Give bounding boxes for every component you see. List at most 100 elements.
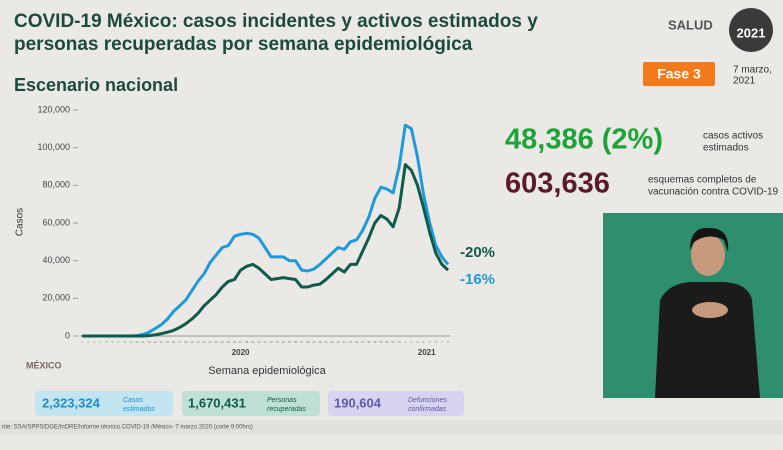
x-tick-label: 20 — [196, 340, 200, 344]
series-line — [82, 163, 450, 338]
footer-bar — [0, 420, 783, 434]
y-tick-label: 0 — [65, 330, 70, 340]
interpreter-hands — [692, 302, 728, 318]
x-tick-label: 15 — [166, 340, 170, 344]
x-tick-label: 33 — [276, 340, 280, 344]
stat-label: estimados — [123, 406, 155, 413]
active-cases: 48,386 (2%) — [505, 124, 663, 156]
x-tick-label: 6 — [435, 340, 437, 344]
x-tick-label: 41 — [324, 340, 328, 344]
date: 2021 — [733, 76, 756, 87]
x-tick-label: 14 — [160, 340, 164, 344]
subtitle: Escenario nacional — [14, 75, 178, 95]
y-tick-label: 20,000 — [42, 293, 70, 303]
vaccine-label: esquemas completos de — [648, 175, 757, 186]
x-tick-label: 5 — [106, 340, 108, 344]
title: personas recuperadas por semana epidemio… — [14, 34, 473, 55]
x-tick-label: 45 — [349, 340, 353, 344]
vaccine-label: vacunación contra COVID-19 — [648, 187, 779, 198]
stat-value: 190,604 — [334, 395, 382, 410]
x-tick-label: 5 — [429, 340, 431, 344]
stat-value: 2,323,324 — [42, 395, 101, 410]
x-tick-label: 9 — [130, 340, 132, 344]
x-tick-label: 8 — [124, 340, 126, 344]
x-tick-label: 26 — [233, 340, 237, 344]
x-tick-label: 30 — [257, 340, 261, 344]
y-tick-label: 120,000 — [37, 104, 70, 114]
x-tick-label: 19 — [190, 340, 194, 344]
x-tick-label: 34 — [282, 340, 286, 344]
x-tick-label: 4 — [99, 340, 101, 344]
active-label: estimados — [703, 143, 749, 154]
y-tick-label: 60,000 — [42, 217, 70, 227]
stat-label: confirmadas — [408, 406, 447, 413]
x-tick-label: 44 — [343, 340, 347, 344]
x-tick-label: 22 — [208, 340, 212, 344]
x-tick-label: 7 — [118, 340, 120, 344]
active-label: casos activos — [703, 131, 763, 142]
x-tick-label: 29 — [251, 340, 255, 344]
x-tick-label: 2 — [411, 340, 413, 344]
x-tick-label: 53 — [398, 340, 402, 344]
stat-label: Personas — [267, 397, 297, 404]
x-tick-label: 3 — [93, 340, 95, 344]
stat-label: Casos — [123, 397, 143, 404]
y-tick-label: 80,000 — [42, 180, 70, 190]
x-tick-label: 46 — [355, 340, 359, 344]
x-group-label: 2020 — [232, 348, 250, 357]
logo: SALUD — [668, 17, 713, 32]
phase: Fase 3 — [657, 66, 701, 82]
x-tick-label: 16 — [172, 340, 176, 344]
x-tick-label: 48 — [367, 340, 371, 344]
stat-value: 1,670,431 — [188, 395, 246, 410]
x-tick-label: 21 — [202, 340, 206, 344]
x-axis-label: Semana epidemiológica — [208, 365, 326, 377]
x-tick-label: 8 — [447, 340, 449, 344]
x-tick-label: 42 — [330, 340, 334, 344]
year-logo: 2021 — [737, 25, 766, 40]
phase-badge — [643, 62, 715, 86]
x-tick-label: 2 — [87, 340, 89, 344]
x-tick-label: 38 — [306, 340, 310, 344]
x-tick-label: 31 — [263, 340, 267, 344]
stat-box — [182, 391, 320, 416]
x-tick-label: 1 — [404, 340, 406, 344]
x-tick-label: 43 — [337, 340, 341, 344]
x-tick-label: 27 — [239, 340, 243, 344]
x-tick-label: 49 — [373, 340, 377, 344]
x-tick-label: 7 — [441, 340, 443, 344]
x-tick-label: 47 — [361, 340, 365, 344]
y-tick-label: 100,000 — [37, 142, 70, 152]
x-tick-label: 11 — [141, 340, 144, 344]
x-tick-label: 39 — [312, 340, 316, 344]
x-tick-label: 4 — [423, 340, 425, 344]
x-tick-label: 25 — [227, 340, 231, 344]
x-tick-label: 3 — [417, 340, 419, 344]
x-tick-label: 24 — [221, 340, 225, 344]
x-tick-label: 51 — [385, 340, 389, 344]
footer-logo: MÉXICO — [26, 360, 62, 370]
x-tick-label: 1 — [81, 340, 83, 344]
stat-box — [35, 391, 173, 416]
title: COVID-19 México: casos incidentes y acti… — [14, 11, 538, 32]
source: nte: SSA/SPPS/DGE/InDRE/Informe técnico.… — [2, 425, 253, 431]
stat-label: recuperadas — [267, 406, 306, 413]
stat-label: Defunciones — [408, 397, 447, 404]
x-group-label: 2021 — [418, 348, 436, 357]
x-tick-label: 18 — [184, 340, 188, 344]
interpreter-hair — [690, 227, 729, 252]
x-tick-label: 35 — [288, 340, 292, 344]
x-tick-label: 17 — [178, 340, 182, 344]
year-logo-badge — [729, 8, 773, 52]
x-tick-label: 6 — [112, 340, 114, 344]
annotation: -20% — [460, 244, 495, 261]
x-tick-label: 50 — [379, 340, 383, 344]
interpreter-body — [655, 281, 760, 398]
interpreter-face — [691, 234, 725, 276]
y-axis-label: Casos — [15, 208, 26, 236]
x-tick-label: 12 — [147, 340, 151, 344]
annotation: -16% — [460, 271, 495, 288]
x-tick-label: 52 — [391, 340, 395, 344]
stat-box — [328, 391, 464, 416]
